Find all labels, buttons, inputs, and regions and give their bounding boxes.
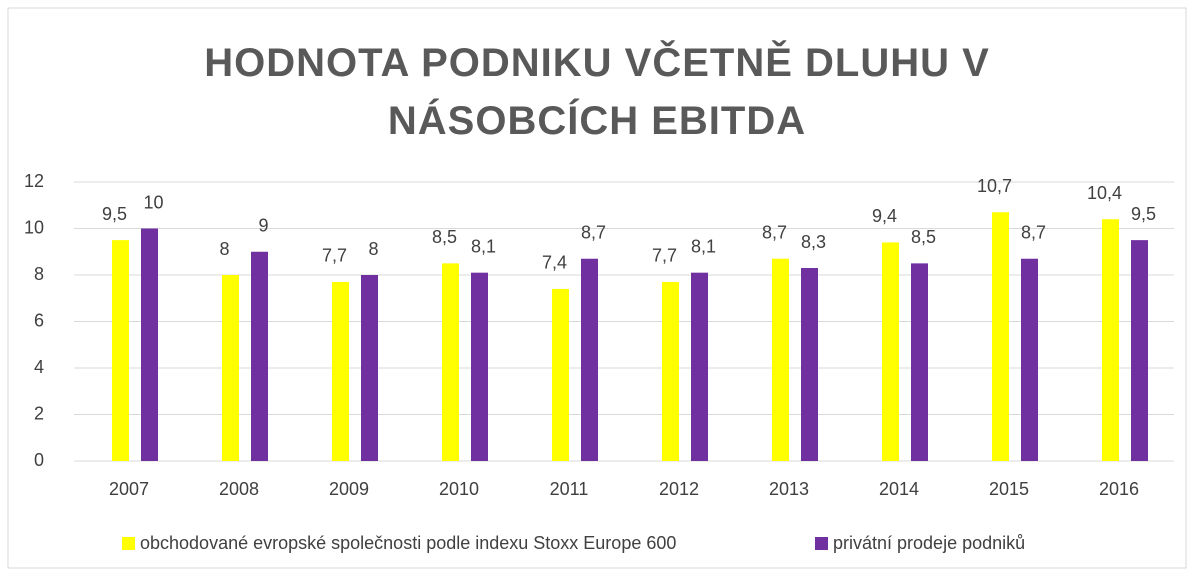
data-label: 7,7 xyxy=(652,246,677,266)
chart-title: HODNOTA PODNIKU VČETNĚ DLUHU V NÁSOBCÍCH… xyxy=(204,41,990,143)
x-tick-label: 2010 xyxy=(439,479,479,499)
data-label: 8,7 xyxy=(581,222,606,242)
bar xyxy=(1021,258,1038,461)
x-tick-label: 2007 xyxy=(109,479,149,499)
bar xyxy=(1131,240,1148,461)
data-label: 8 xyxy=(219,239,229,259)
x-tick-label: 2009 xyxy=(329,479,369,499)
bar xyxy=(691,272,708,461)
bar xyxy=(332,281,349,461)
y-tick-label: 10 xyxy=(24,217,44,237)
x-tick-label: 2012 xyxy=(659,479,699,499)
data-label: 8,5 xyxy=(432,227,457,247)
bar xyxy=(112,240,129,461)
bar xyxy=(992,212,1009,461)
data-label: 10 xyxy=(143,192,163,212)
x-tick-label: 2014 xyxy=(879,479,919,499)
data-label: 9,5 xyxy=(102,204,127,224)
y-tick-label: 8 xyxy=(34,264,44,284)
bar xyxy=(552,288,569,461)
legend-swatch xyxy=(815,537,828,550)
bar xyxy=(251,251,268,461)
data-label: 7,4 xyxy=(542,253,567,273)
x-tick-label: 2016 xyxy=(1099,479,1139,499)
data-label: 8,3 xyxy=(801,232,826,252)
x-tick-label: 2015 xyxy=(989,479,1029,499)
data-label: 8,7 xyxy=(762,222,787,242)
bar xyxy=(581,258,598,461)
bar xyxy=(471,272,488,461)
y-tick-label: 0 xyxy=(34,450,44,470)
data-label: 10,4 xyxy=(1087,183,1122,203)
bar xyxy=(141,228,158,461)
data-label: 10,7 xyxy=(977,176,1012,196)
y-tick-label: 2 xyxy=(34,403,44,423)
bar xyxy=(801,268,818,461)
data-label: 8,1 xyxy=(471,236,496,256)
legend-swatch xyxy=(122,537,135,550)
bar xyxy=(772,258,789,461)
bar xyxy=(911,263,928,461)
data-label: 8,7 xyxy=(1021,222,1046,242)
data-label: 9,5 xyxy=(1131,204,1156,224)
bar xyxy=(222,275,239,461)
legend-label: privátní prodeje podniků xyxy=(833,533,1025,553)
y-tick-label: 12 xyxy=(24,171,44,191)
y-tick-label: 6 xyxy=(34,310,44,330)
data-label: 8,5 xyxy=(911,227,936,247)
bar xyxy=(1102,219,1119,461)
bar xyxy=(361,275,378,461)
y-tick-label: 4 xyxy=(34,357,44,377)
data-label: 7,7 xyxy=(322,246,347,266)
data-label: 8,1 xyxy=(691,236,716,256)
bar xyxy=(442,263,459,461)
x-tick-label: 2011 xyxy=(550,479,589,499)
bar xyxy=(882,242,899,461)
data-label: 9 xyxy=(258,216,268,236)
bar xyxy=(662,281,679,461)
data-label: 8 xyxy=(368,239,378,259)
data-label: 9,4 xyxy=(872,206,897,226)
x-tick-label: 2008 xyxy=(219,479,259,499)
x-tick-label: 2013 xyxy=(769,479,809,499)
legend-label: obchodované evropské společnosti podle i… xyxy=(140,533,676,553)
